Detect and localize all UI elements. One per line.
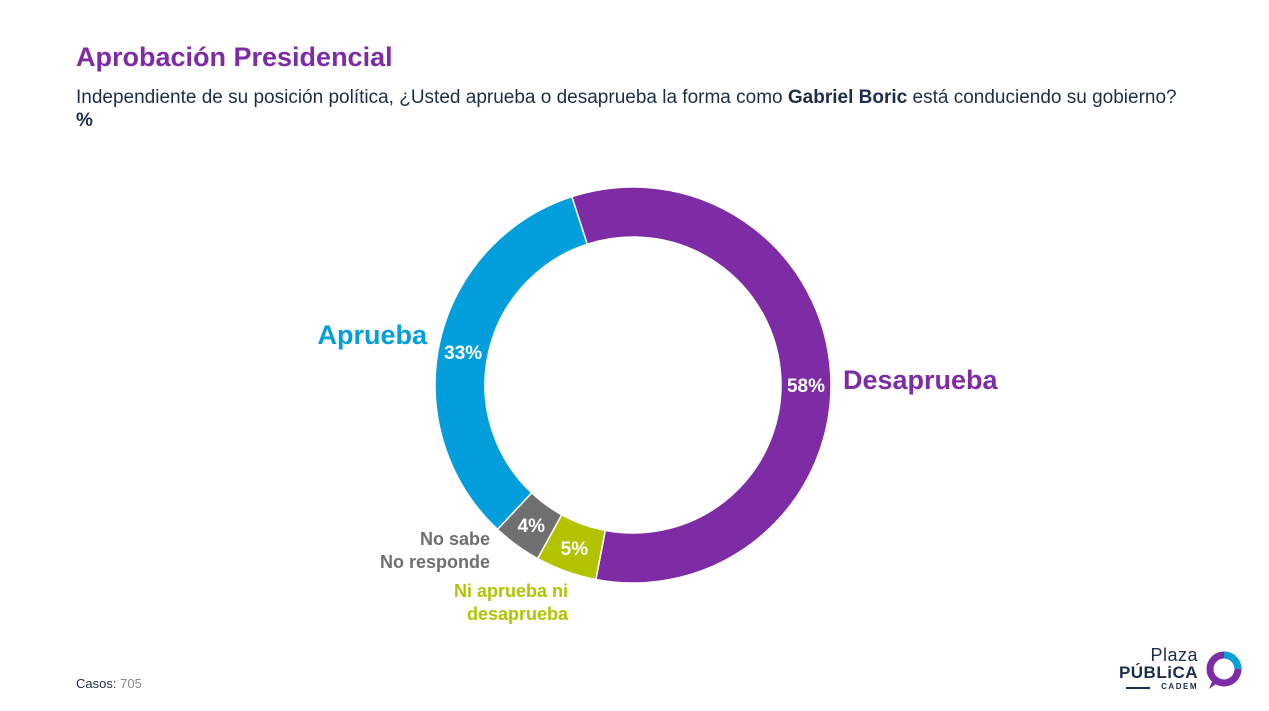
logo-line-publica: PÚBLiCA [1119,663,1198,683]
cases-value: 705 [120,676,142,691]
legend-label-aprueba: Aprueba [317,320,427,351]
legend-label-no-sabe: No sabe No responde [380,528,490,574]
legend-line: desaprueba [467,604,568,624]
brand-logo: Plaza PÚBLiCA CADEM [1120,645,1245,695]
donut-chart: 58% 5% 4% 33% [0,0,1269,711]
value-label-ni: 5% [561,539,589,560]
speech-bubble-icon [1203,649,1245,691]
legend-line: No responde [380,552,490,572]
legend-line: Desaprueba [843,365,998,395]
value-label-nosabe: 4% [518,516,546,537]
legend-line: Aprueba [317,320,427,350]
legend-line: Ni aprueba ni [454,581,568,601]
legend-line: No sabe [420,529,490,549]
logo-rule [1126,687,1150,689]
cases-sep: : [113,676,117,691]
cases-label: Casos [76,676,113,691]
value-label-aprueba: 33% [444,343,482,364]
cases-footer: Casos: 705 [76,676,142,691]
legend-label-ni-aprueba: Ni aprueba ni desaprueba [454,580,568,626]
legend-label-desaprueba: Desaprueba [843,365,998,396]
value-label-desaprueba: 58% [787,376,825,397]
logo-line-cadem: CADEM [1161,682,1198,691]
